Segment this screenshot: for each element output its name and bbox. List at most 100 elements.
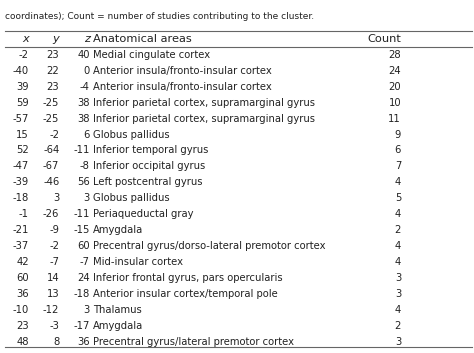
Text: Thalamus: Thalamus [93, 305, 142, 315]
Text: 38: 38 [77, 98, 90, 108]
Text: -2: -2 [49, 130, 59, 139]
Text: 2: 2 [395, 225, 401, 235]
Text: x: x [22, 34, 29, 44]
Text: -2: -2 [19, 50, 29, 60]
Text: 60: 60 [17, 273, 29, 283]
Text: 39: 39 [17, 82, 29, 92]
Text: y: y [53, 34, 59, 44]
Text: -21: -21 [13, 225, 29, 235]
Text: Anatomical areas: Anatomical areas [93, 34, 192, 44]
Text: Precentral gyrus/lateral premotor cortex: Precentral gyrus/lateral premotor cortex [93, 336, 294, 347]
Text: 24: 24 [389, 66, 401, 76]
Text: -46: -46 [43, 177, 59, 187]
Text: Amygdala: Amygdala [93, 225, 143, 235]
Text: Mid-insular cortex: Mid-insular cortex [93, 257, 183, 267]
Text: 40: 40 [77, 50, 90, 60]
Text: -25: -25 [43, 98, 59, 108]
Text: -12: -12 [43, 305, 59, 315]
Text: -8: -8 [80, 161, 90, 172]
Text: -7: -7 [49, 257, 59, 267]
Text: 59: 59 [16, 98, 29, 108]
Text: 13: 13 [47, 289, 59, 299]
Text: -57: -57 [13, 114, 29, 124]
Text: Globus pallidus: Globus pallidus [93, 193, 170, 203]
Text: z: z [84, 34, 90, 44]
Text: -40: -40 [13, 66, 29, 76]
Text: 6: 6 [395, 145, 401, 155]
Text: 23: 23 [17, 321, 29, 331]
Text: 60: 60 [77, 241, 90, 251]
Text: 48: 48 [17, 336, 29, 347]
Text: Periaqueductal gray: Periaqueductal gray [93, 209, 193, 219]
Text: 6: 6 [83, 130, 90, 139]
Text: Anterior insula/fronto-insular cortex: Anterior insula/fronto-insular cortex [93, 66, 272, 76]
Text: -10: -10 [13, 305, 29, 315]
Text: Inferior temporal gyrus: Inferior temporal gyrus [93, 145, 209, 155]
Text: 22: 22 [46, 66, 59, 76]
Text: 23: 23 [47, 50, 59, 60]
Text: -4: -4 [80, 82, 90, 92]
Text: 3: 3 [395, 273, 401, 283]
Text: 15: 15 [16, 130, 29, 139]
Text: -37: -37 [13, 241, 29, 251]
Text: Medial cingulate cortex: Medial cingulate cortex [93, 50, 210, 60]
Text: 4: 4 [395, 241, 401, 251]
Text: 4: 4 [395, 209, 401, 219]
Text: -18: -18 [13, 193, 29, 203]
Text: -26: -26 [43, 209, 59, 219]
Text: 9: 9 [395, 130, 401, 139]
Text: -11: -11 [73, 145, 90, 155]
Text: Count: Count [367, 34, 401, 44]
Text: 3: 3 [395, 289, 401, 299]
Text: Inferior parietal cortex, supramarginal gyrus: Inferior parietal cortex, supramarginal … [93, 98, 315, 108]
Text: -7: -7 [80, 257, 90, 267]
Text: 42: 42 [17, 257, 29, 267]
Text: -39: -39 [13, 177, 29, 187]
Text: Amygdala: Amygdala [93, 321, 143, 331]
Text: 38: 38 [77, 114, 90, 124]
Text: 2: 2 [395, 321, 401, 331]
Text: 11: 11 [388, 114, 401, 124]
Text: Inferior occipital gyrus: Inferior occipital gyrus [93, 161, 205, 172]
Text: 36: 36 [17, 289, 29, 299]
Text: coordinates); Count = number of studies contributing to the cluster.: coordinates); Count = number of studies … [5, 12, 314, 21]
Text: -18: -18 [73, 289, 90, 299]
Text: 4: 4 [395, 177, 401, 187]
Text: Anterior insula/fronto-insular cortex: Anterior insula/fronto-insular cortex [93, 82, 272, 92]
Text: 28: 28 [389, 50, 401, 60]
Text: Inferior parietal cortex, supramarginal gyrus: Inferior parietal cortex, supramarginal … [93, 114, 315, 124]
Text: -2: -2 [49, 241, 59, 251]
Text: -67: -67 [43, 161, 59, 172]
Text: Inferior frontal gyrus, pars opercularis: Inferior frontal gyrus, pars opercularis [93, 273, 283, 283]
Text: -11: -11 [73, 209, 90, 219]
Text: 8: 8 [53, 336, 59, 347]
Text: 52: 52 [16, 145, 29, 155]
Text: Precentral gyrus/dorso-lateral premotor cortex: Precentral gyrus/dorso-lateral premotor … [93, 241, 326, 251]
Text: 36: 36 [77, 336, 90, 347]
Text: -25: -25 [43, 114, 59, 124]
Text: 20: 20 [389, 82, 401, 92]
Text: -15: -15 [73, 225, 90, 235]
Text: 4: 4 [395, 305, 401, 315]
Text: 23: 23 [47, 82, 59, 92]
Text: 10: 10 [389, 98, 401, 108]
Text: 7: 7 [395, 161, 401, 172]
Text: -64: -64 [43, 145, 59, 155]
Text: Globus pallidus: Globus pallidus [93, 130, 170, 139]
Text: 3: 3 [395, 336, 401, 347]
Text: 4: 4 [395, 257, 401, 267]
Text: -47: -47 [13, 161, 29, 172]
Text: 24: 24 [77, 273, 90, 283]
Text: -3: -3 [49, 321, 59, 331]
Text: 3: 3 [53, 193, 59, 203]
Text: 3: 3 [83, 193, 90, 203]
Text: 0: 0 [83, 66, 90, 76]
Text: 3: 3 [83, 305, 90, 315]
Text: -9: -9 [49, 225, 59, 235]
Text: -1: -1 [19, 209, 29, 219]
Text: Left postcentral gyrus: Left postcentral gyrus [93, 177, 202, 187]
Text: 5: 5 [395, 193, 401, 203]
Text: Anterior insular cortex/temporal pole: Anterior insular cortex/temporal pole [93, 289, 278, 299]
Text: 56: 56 [77, 177, 90, 187]
Text: 14: 14 [47, 273, 59, 283]
